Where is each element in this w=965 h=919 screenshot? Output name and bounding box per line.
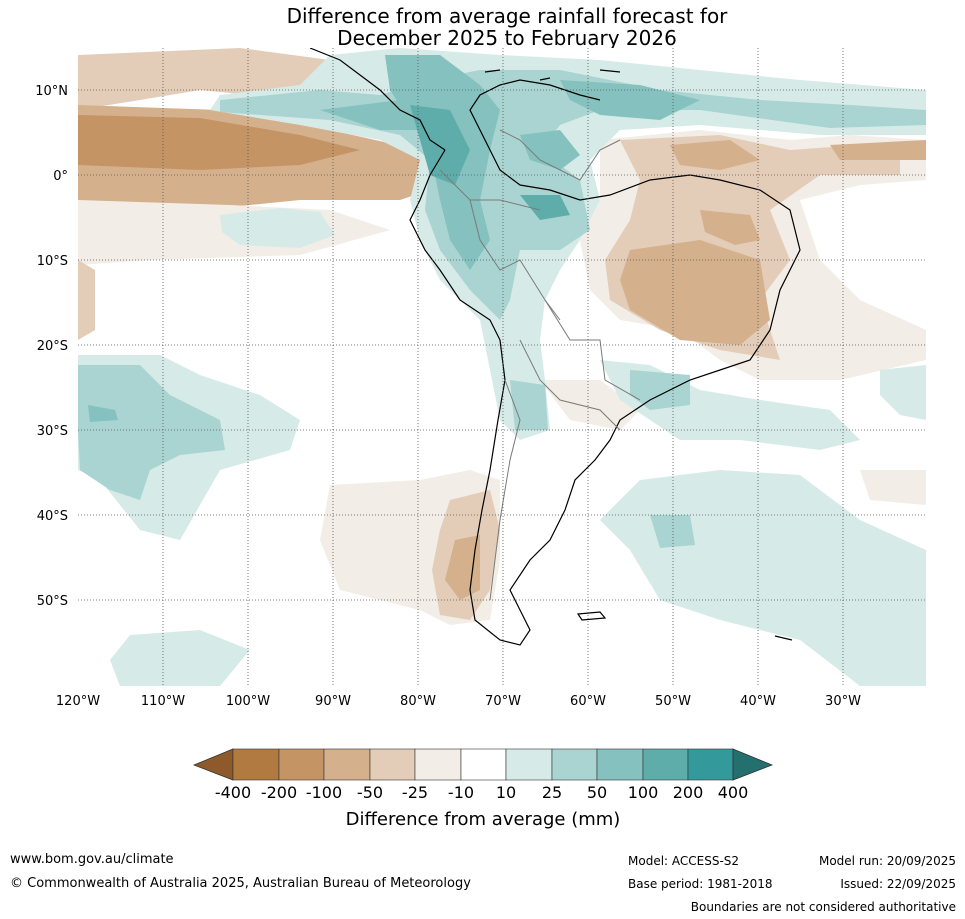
bom-website-link[interactable]: www.bom.gov.au/climate — [10, 852, 174, 867]
colorbar-swatch — [552, 749, 597, 780]
lon-label-70w: 70°W — [485, 694, 521, 709]
colorbar-tick-label: -50 — [357, 783, 383, 802]
rainfall-map-figure: 10°N 0° 10°S 20°S 30°S 40°S 50°S 120°W 1… — [0, 0, 965, 919]
lat-label-0: 0° — [53, 169, 68, 184]
colorbar-swatch — [415, 749, 461, 780]
base-period: Base period: 1981-2018 — [628, 877, 773, 891]
colorbar-swatch — [233, 749, 279, 780]
lat-label-20s: 20°S — [37, 339, 68, 354]
lat-label-10s: 10°S — [37, 254, 68, 269]
lat-label-10n: 10°N — [35, 84, 68, 99]
wetter-region — [510, 380, 548, 430]
colorbar-title: Difference from average (mm) — [346, 809, 621, 830]
lon-label-100w: 100°W — [226, 694, 270, 709]
colorbar-swatch — [597, 749, 643, 780]
model-run-date: Model run: 20/09/2025 — [819, 854, 956, 868]
colorbar-extend-low — [194, 749, 233, 780]
lat-label-50s: 50°S — [37, 594, 68, 609]
model-name: Model: ACCESS-S2 — [628, 854, 739, 868]
colorbar-swatch — [688, 749, 733, 780]
copyright-notice: © Commonwealth of Australia 2025, Austra… — [10, 876, 471, 891]
lon-label-90w: 90°W — [315, 694, 351, 709]
colorbar-swatch — [279, 749, 324, 780]
colorbar-tick-label: 100 — [628, 783, 659, 802]
lon-label-80w: 80°W — [400, 694, 436, 709]
lon-label-60w: 60°W — [570, 694, 606, 709]
colorbar-tick-label: -25 — [402, 783, 428, 802]
colorbar-tick-label: 400 — [718, 783, 749, 802]
map-area — [78, 48, 926, 686]
colorbar-swatch — [643, 749, 688, 780]
lon-label-110w: 110°W — [141, 694, 185, 709]
colorbar-swatch — [506, 749, 552, 780]
drier-region — [78, 260, 95, 340]
boundaries-disclaimer: Boundaries are not considered authoritat… — [691, 900, 956, 914]
colorbar-extend-high — [733, 749, 772, 780]
lon-label-120w: 120°W — [56, 694, 100, 709]
colorbar-tick-label: 50 — [587, 783, 607, 802]
lon-label-40w: 40°W — [740, 694, 776, 709]
lon-label-30w: 30°W — [825, 694, 861, 709]
lat-label-30s: 30°S — [37, 424, 68, 439]
colorbar-swatch — [324, 749, 370, 780]
colorbar-tick-label: 10 — [496, 783, 516, 802]
colorbar-tick-label: -400 — [215, 783, 251, 802]
colorbar-tick-label: 25 — [542, 783, 562, 802]
lat-label-40s: 40°S — [37, 509, 68, 524]
lon-label-50w: 50°W — [655, 694, 691, 709]
colorbar-tick-label: -100 — [306, 783, 342, 802]
colorbar-tick-label: 200 — [673, 783, 704, 802]
colorbar — [194, 749, 772, 780]
colorbar-tick-label: -200 — [261, 783, 297, 802]
colorbar-tick-label: -10 — [448, 783, 474, 802]
colorbar-swatch — [461, 749, 506, 780]
issued-date: Issued: 22/09/2025 — [840, 877, 956, 891]
colorbar-swatch — [370, 749, 415, 780]
